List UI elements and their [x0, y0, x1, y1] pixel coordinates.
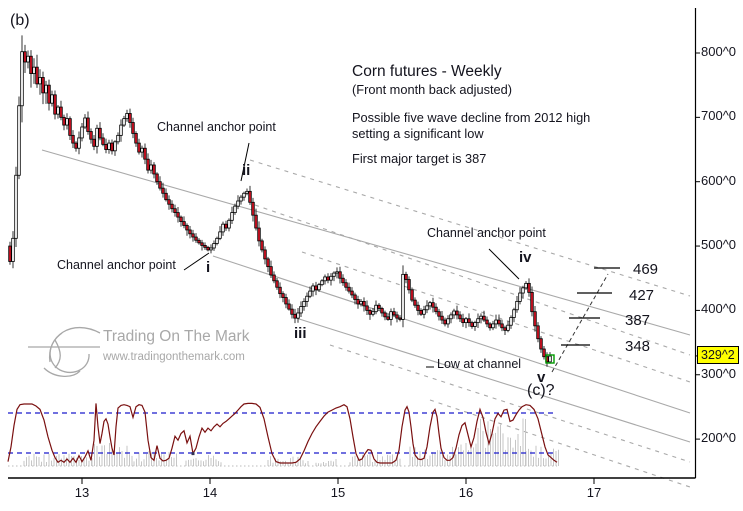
- wave-label: ii: [242, 162, 251, 179]
- x-axis-label: 13: [74, 485, 90, 500]
- y-axis-label: 300^0: [701, 365, 737, 381]
- y-axis-label: 500^0: [701, 237, 737, 253]
- analysis-note-line2: setting a significant low: [352, 126, 484, 141]
- y-axis-label: 200^0: [701, 430, 737, 446]
- target-price-label: 387: [625, 312, 651, 329]
- current-price-badge: 329^2: [697, 346, 739, 365]
- target-price-label: 427: [629, 287, 655, 304]
- target-price-label: 469: [633, 261, 659, 278]
- low-at-channel-annotation: Low at channel: [437, 357, 522, 371]
- x-axis-label: 14: [202, 485, 218, 500]
- x-axis-label: 15: [330, 485, 346, 500]
- target-price-label: 348: [625, 338, 651, 355]
- chart-subtitle: (Front month back adjusted): [352, 82, 513, 97]
- channel-anchor-annotation: Channel anchor point: [427, 226, 546, 240]
- channel-anchor-annotation: Channel anchor point: [157, 120, 276, 134]
- analysis-note-line1: Possible five wave decline from 2012 hig…: [352, 110, 591, 125]
- watermark-name: Trading On The Mark: [103, 328, 250, 345]
- wave-label: (c)?: [527, 382, 555, 399]
- wave-label: i: [206, 259, 211, 276]
- x-axis-label: 16: [458, 485, 474, 500]
- axes: [8, 8, 700, 484]
- chart-title: Corn futures - Weekly: [352, 63, 502, 80]
- wave-label: (b): [10, 12, 30, 29]
- x-axis-label: 17: [586, 485, 602, 500]
- annotation-arrows: [183, 142, 520, 368]
- channel-anchor-annotation: Channel anchor point: [57, 258, 176, 272]
- oscillator-pane: [7, 402, 559, 467]
- oscillator-line: [7, 402, 558, 464]
- watermark-url: www.tradingonthemark.com: [103, 351, 245, 363]
- candles: [8, 35, 552, 367]
- target-note: First major target is 387: [352, 151, 487, 166]
- y-axis-label: 400^0: [701, 301, 737, 317]
- price-targets: [551, 267, 620, 373]
- y-axis-label: 700^0: [701, 108, 737, 124]
- channel-lines: [41, 149, 691, 488]
- y-axis-label: 600^0: [701, 172, 737, 188]
- wave-label: v: [537, 369, 546, 386]
- watermark-logo: [28, 327, 101, 377]
- wave-label: iii: [294, 325, 307, 342]
- last-bar-marker: [545, 354, 555, 364]
- y-axis-label: 800^0: [701, 44, 737, 59]
- wave-label: iv: [519, 249, 532, 266]
